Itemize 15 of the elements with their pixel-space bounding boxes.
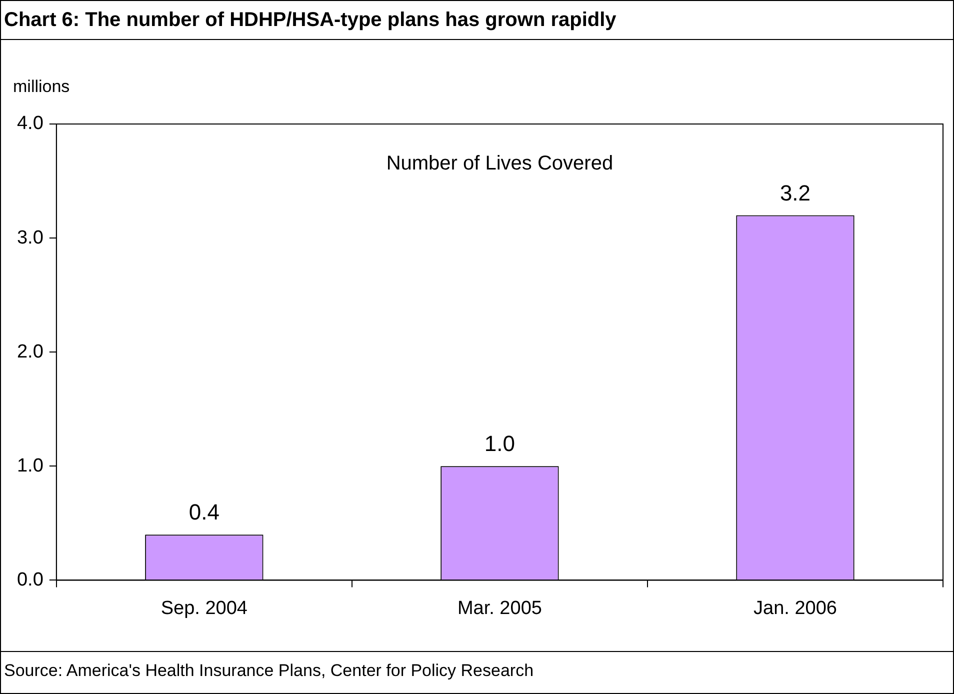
data-label: 0.4: [188, 500, 220, 525]
y-tick-label: 1.0: [16, 455, 44, 476]
y-tick-label: 4.0: [16, 113, 44, 134]
x-tick-label: Mar. 2005: [457, 598, 542, 619]
data-label: 1.0: [484, 431, 516, 456]
y-tick-label: 2.0: [16, 341, 44, 362]
data-label: 3.2: [780, 180, 811, 206]
x-tick-label: Sep. 2004: [160, 598, 248, 619]
y-tick-label: 0.0: [16, 569, 44, 590]
x-tick-label: Jan. 2006: [754, 598, 837, 619]
chart-title: Chart 6: The number of HDHP/HSA-type plans has grown rapidly: [4, 9, 616, 32]
y-tick-label: 3.0: [16, 227, 44, 248]
source-note: Source: America's Health Insurance Plans, Center for Policy Research: [4, 661, 534, 681]
y-axis-title: millions: [13, 77, 70, 97]
annotation: Number of Lives Covered: [386, 152, 614, 175]
